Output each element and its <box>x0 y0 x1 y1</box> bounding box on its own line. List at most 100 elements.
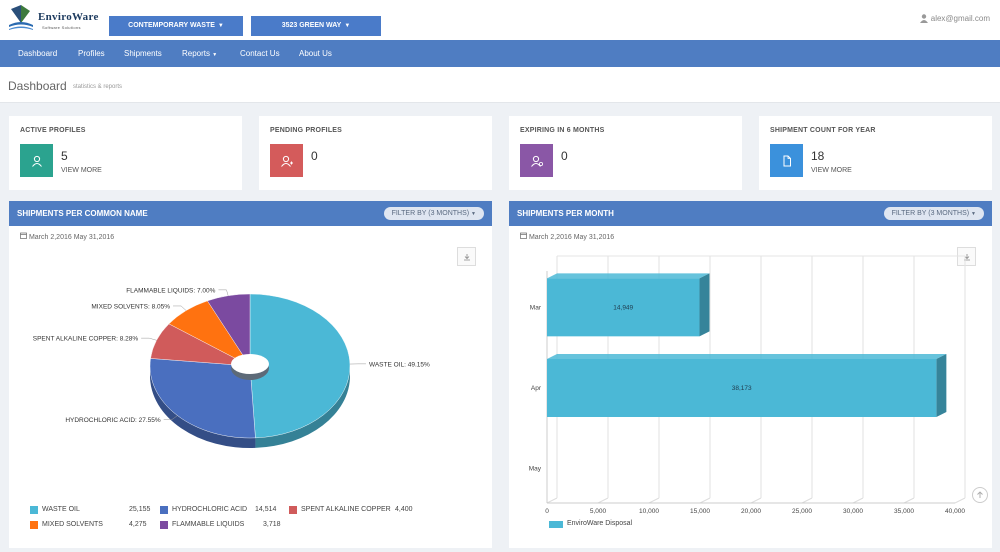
x-tick-label: 0 <box>545 508 549 515</box>
scroll-top-button[interactable] <box>972 487 988 503</box>
chevron-down-icon: ▼ <box>344 23 351 29</box>
nav-dashboard[interactable]: Dashboard <box>18 49 58 58</box>
panel-header: SHIPMENTS PER COMMON NAME FILTER BY (3 M… <box>9 201 492 226</box>
legend-value: 14,514 <box>255 506 277 513</box>
page-title: Dashboard <box>8 79 67 93</box>
download-button[interactable] <box>457 247 476 266</box>
nav-profiles[interactable]: Profiles <box>78 49 105 58</box>
view-more-link[interactable]: VIEW MORE <box>61 167 102 174</box>
site-selector-label: 3523 GREEN WAY <box>281 22 342 29</box>
pie-slice-side <box>255 366 350 448</box>
chevron-down-icon: ▼ <box>212 52 218 58</box>
panel-shipments-per-month: SHIPMENTS PER MONTH FILTER BY (3 MONTHS)… <box>509 201 992 548</box>
panel-title: SHIPMENTS PER MONTH <box>517 209 614 218</box>
x-tick-label: 35,000 <box>894 508 914 515</box>
nav-reports-label: Reports <box>182 49 211 58</box>
floor-line <box>801 497 813 504</box>
y-category-label: May <box>529 466 542 473</box>
x-tick-label: 10,000 <box>639 508 659 515</box>
main-nav: Dashboard Profiles Shipments Reports ▼ C… <box>0 40 1000 67</box>
top-bar: EnviroWare Software Solutions CONTEMPORA… <box>0 0 1000 40</box>
legend-swatch <box>30 521 38 529</box>
stat-shipment-count: SHIPMENT COUNT FOR YEAR 18 VIEW MORE <box>759 116 992 190</box>
legend-label: HYDROCHLORIC ACID <box>172 506 248 513</box>
user-email: alex@gmail.com <box>930 14 990 23</box>
floor-line <box>750 497 762 504</box>
stat-title: SHIPMENT COUNT FOR YEAR <box>770 127 876 134</box>
floor-line <box>597 497 609 504</box>
arrow-up-icon <box>977 491 983 498</box>
bar[interactable] <box>547 278 700 337</box>
company-selector-label: CONTEMPORARY WASTE <box>128 22 215 29</box>
legend-value: 4,400 <box>395 506 413 513</box>
pie-slice-label: FLAMMABLE LIQUIDS: 7.00% <box>126 287 215 294</box>
y-category-label: Apr <box>531 385 542 392</box>
pie-slice[interactable] <box>149 358 256 439</box>
user-icon <box>20 144 53 177</box>
view-more-link[interactable]: VIEW MORE <box>811 167 852 174</box>
calendar-icon <box>520 232 527 239</box>
chevron-down-icon: ▼ <box>471 211 476 217</box>
pie-leader-line <box>218 289 229 296</box>
page-subtitle: statistics & reports <box>73 84 123 90</box>
stat-value: 0 <box>561 149 568 163</box>
nav-shipments[interactable]: Shipments <box>124 49 162 58</box>
file-icon <box>770 144 803 177</box>
bar-top-face <box>547 354 947 359</box>
user-clock-icon <box>520 144 553 177</box>
legend-value: 4,275 <box>129 521 147 528</box>
nav-about-us[interactable]: About Us <box>299 49 332 58</box>
user-menu[interactable]: alex@gmail.com <box>919 14 990 23</box>
page-header: Dashboard statistics & reports <box>0 67 1000 103</box>
x-tick-label: 5,000 <box>590 508 607 515</box>
legend-swatch <box>160 521 168 529</box>
bar-value-label: 14,949 <box>613 304 633 311</box>
brand-tagline: Software Solutions <box>42 25 81 30</box>
filter-button-label: FILTER BY (3 MONTHS) <box>891 210 970 217</box>
bar-value-label: 38,173 <box>732 385 752 392</box>
bar[interactable] <box>547 359 937 417</box>
pie-leader-line <box>163 415 178 420</box>
chevron-down-icon: ▼ <box>217 23 224 29</box>
y-category-label: Mar <box>530 304 542 311</box>
site-selector[interactable]: 3523 GREEN WAY ▼ <box>251 16 381 36</box>
user-add-icon <box>270 144 303 177</box>
nav-contact-us[interactable]: Contact Us <box>240 49 280 58</box>
user-icon <box>919 14 928 23</box>
download-icon <box>463 253 470 260</box>
legend-swatch <box>160 506 168 514</box>
logo-mark-icon <box>9 5 33 30</box>
pie-chart: WASTE OIL: 49.15% HYDROCHLORIC ACID: 27.5… <box>33 287 430 448</box>
pie-slice-label: WASTE OIL: 49.15% <box>369 361 430 368</box>
nav-reports[interactable]: Reports ▼ <box>182 40 217 67</box>
bar-side-face <box>936 354 947 417</box>
stat-value: 0 <box>311 149 318 163</box>
panel-shipments-per-common-name: SHIPMENTS PER COMMON NAME FILTER BY (3 M… <box>9 201 492 548</box>
legend-value: 25,155 <box>129 506 151 513</box>
pie-slice-side <box>150 366 256 448</box>
x-tick-label: 15,000 <box>690 508 710 515</box>
panel-header: SHIPMENTS PER MONTH FILTER BY (3 MONTHS)… <box>509 201 992 226</box>
legend-swatch <box>289 506 297 514</box>
pie-leader-line <box>173 305 187 311</box>
filter-button[interactable]: FILTER BY (3 MONTHS) ▼ <box>383 207 484 220</box>
pie-slice-label: SPENT ALKALINE COPPER: 8.28% <box>33 336 139 343</box>
legend-label: EnviroWare Disposal <box>567 520 633 527</box>
bar-chart: 0 5,000 10,000 15,000 20,000 25,000 30,000 35,0… <box>529 255 966 515</box>
pie-slice-label: HYDROCHLORIC ACID: 27.55% <box>65 417 161 424</box>
legend-label: MIXED SOLVENTS <box>42 521 103 528</box>
x-tick-label: 20,000 <box>741 508 761 515</box>
legend-label: WASTE OIL <box>42 506 80 513</box>
stat-title: ACTIVE PROFILES <box>20 127 86 134</box>
date-range-text: March 2,2016 May 31,2016 <box>528 234 615 241</box>
panel-title: SHIPMENTS PER COMMON NAME <box>17 209 148 218</box>
stat-expiring-profiles: EXPIRING IN 6 MONTHS 0 <box>509 116 742 190</box>
pie-hole <box>231 354 269 374</box>
filter-button[interactable]: FILTER BY (3 MONTHS) ▼ <box>883 207 984 220</box>
floor-line <box>954 497 966 504</box>
legend-label: SPENT ALKALINE COPPER <box>301 506 391 513</box>
brand-logo[interactable]: EnviroWare Software Solutions <box>8 5 98 35</box>
company-selector[interactable]: CONTEMPORARY WASTE ▼ <box>109 16 243 36</box>
stat-title: EXPIRING IN 6 MONTHS <box>520 127 605 134</box>
x-tick-label: 30,000 <box>843 508 863 515</box>
